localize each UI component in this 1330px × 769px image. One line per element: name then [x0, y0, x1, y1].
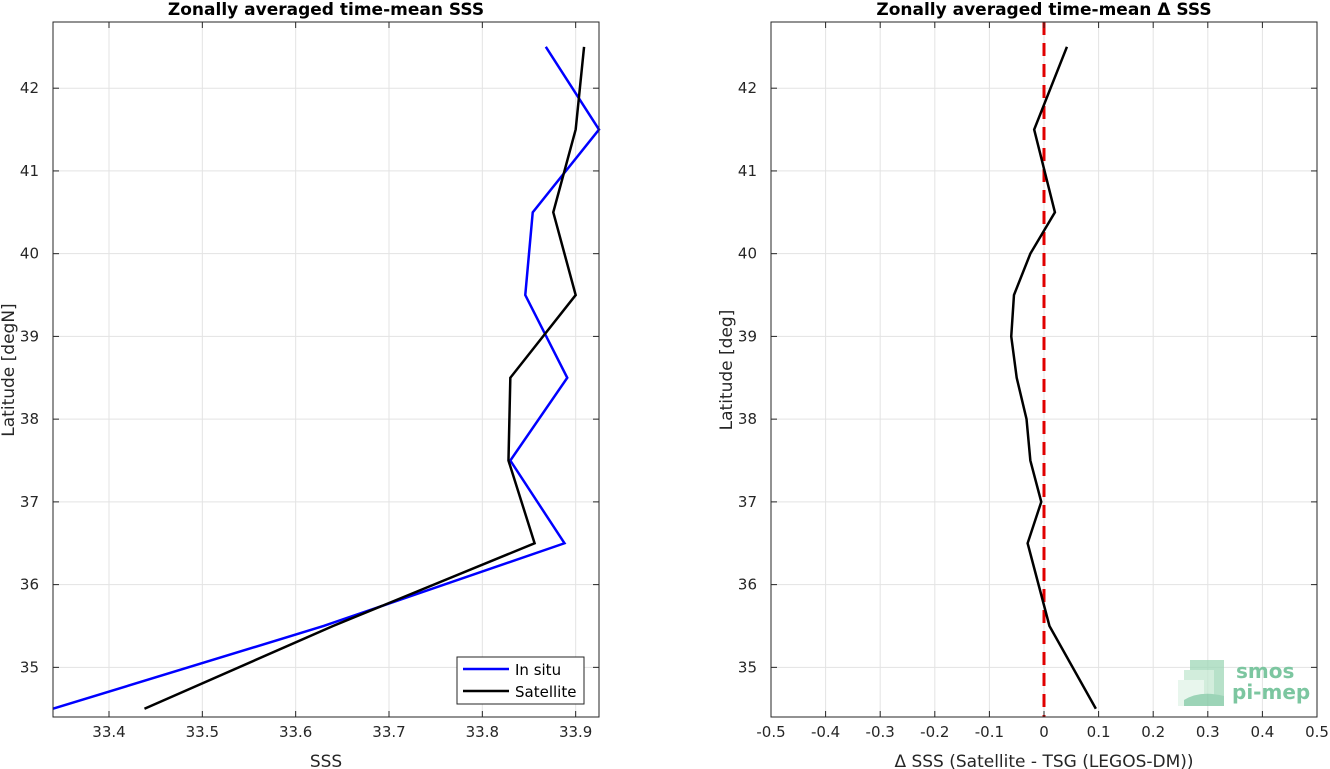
- smos-pi-mep-logo: smos pi-mep: [1178, 659, 1310, 706]
- panel-left: 33.4 33.5 33.6 33.7 33.8 33.9 35 36 37 38 39 40 41 42…: [0, 0, 601, 769]
- x-tick-label: 33.8: [466, 723, 499, 741]
- legend-label-satellite: Satellite: [515, 683, 576, 701]
- plot-frame-left: [52, 21, 600, 718]
- x-tick-label: 0.1: [1087, 723, 1111, 741]
- x-tick-label: -0.1: [975, 723, 1004, 741]
- chart-title-right: Zonally averaged time-mean Δ SSS: [876, 0, 1211, 20]
- y-tick-label: 35: [738, 658, 757, 676]
- series-left: [52, 46, 601, 710]
- y-tick-label: 39: [20, 327, 39, 345]
- x-tick-label: -0.5: [756, 723, 785, 741]
- x-tick-label: -0.3: [866, 723, 895, 741]
- ticks-right: -0.5 -0.4 -0.3 -0.2 -0.1 0 0.1 0.2 0.3 0.4 0.5 35 36…: [738, 22, 1329, 741]
- logo-text-smos: smos: [1236, 659, 1294, 683]
- x-tick-label: 0: [1039, 723, 1049, 741]
- y-tick-label: 37: [20, 493, 39, 511]
- x-tick-label: 0.5: [1305, 723, 1329, 741]
- y-tick-label: 38: [738, 410, 757, 428]
- y-tick-label: 42: [20, 79, 39, 97]
- y-tick-label: 40: [738, 245, 757, 263]
- y-tick-label: 38: [20, 410, 39, 428]
- legend-box: [456, 656, 585, 705]
- y-tick-label: 42: [738, 79, 757, 97]
- grid-left: [53, 22, 599, 717]
- panel-right: -0.5 -0.4 -0.3 -0.2 -0.1 0 0.1 0.2 0.3 0.4 0.5 35 36…: [717, 0, 1329, 769]
- x-tick-label: 33.4: [92, 723, 125, 741]
- plot-area-left: [53, 22, 599, 717]
- chart-title-left: Zonally averaged time-mean SSS: [168, 0, 484, 20]
- y-tick-label: 41: [20, 162, 39, 180]
- y-tick-label: 35: [20, 658, 39, 676]
- legend: In situ Satellite: [456, 656, 585, 705]
- y-tick-label: 37: [738, 493, 757, 511]
- x-tick-label: 0.2: [1141, 723, 1165, 741]
- logo-text-pi-mep: pi-mep: [1232, 680, 1310, 704]
- x-axis-label-left: SSS: [310, 752, 342, 769]
- series-line-satellite: [143, 46, 586, 710]
- series-right: [1009, 22, 1097, 717]
- series-line-delta-sss: [1009, 46, 1097, 710]
- x-tick-label: 0.3: [1196, 723, 1220, 741]
- y-tick-label: 36: [738, 576, 757, 594]
- series-line-in-situ: [52, 46, 601, 710]
- x-tick-label: -0.2: [920, 723, 949, 741]
- x-tick-label: 33.9: [559, 723, 592, 741]
- x-tick-label: -0.4: [811, 723, 840, 741]
- x-tick-label: 33.7: [372, 723, 405, 741]
- y-tick-label: 39: [738, 327, 757, 345]
- y-tick-label: 41: [738, 162, 757, 180]
- x-tick-label: 33.5: [186, 723, 219, 741]
- y-tick-label: 36: [20, 576, 39, 594]
- x-tick-label: 0.4: [1250, 723, 1274, 741]
- logo-mark-icon: [1178, 660, 1224, 706]
- x-tick-label: 33.6: [279, 723, 312, 741]
- legend-label-in-situ: In situ: [515, 661, 561, 679]
- y-axis-label-right: Latitude [deg]: [717, 310, 737, 431]
- y-axis-label-left: Latitude [degN]: [0, 303, 19, 436]
- y-tick-label: 40: [20, 245, 39, 263]
- x-axis-label-right: Δ SSS (Satellite - TSG (LEGOS-DM)): [894, 752, 1193, 769]
- ticks-left: 33.4 33.5 33.6 33.7 33.8 33.9 35 36 37 38 39 40 41 42: [20, 22, 599, 741]
